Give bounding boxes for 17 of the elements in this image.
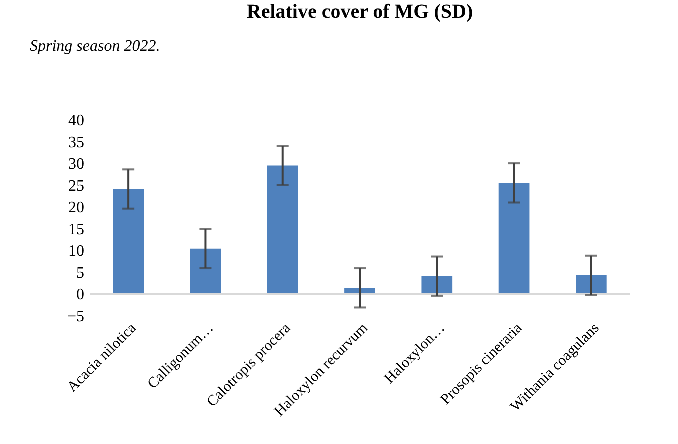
bar xyxy=(267,166,298,294)
bar xyxy=(576,275,607,294)
bar xyxy=(190,248,222,294)
bar xyxy=(498,183,530,294)
y-tick-label: 25 xyxy=(68,178,84,195)
y-tick-label: 10 xyxy=(68,243,84,260)
y-tick-label: 5 xyxy=(76,264,84,282)
y-tick-label: 35 xyxy=(68,134,84,152)
y-tick-label: 40 xyxy=(68,112,84,130)
y-tick-label: 30 xyxy=(68,156,84,174)
y-tick-label: −5 xyxy=(67,308,84,326)
y-tick-label: 20 xyxy=(68,200,84,217)
bar xyxy=(113,189,144,294)
chart-title: Relative cover of MG (SD) xyxy=(246,1,474,23)
text: Spring season 2022. xyxy=(30,38,160,55)
y-tick-label: 15 xyxy=(68,221,84,238)
y-tick-label: 0 xyxy=(76,286,84,304)
